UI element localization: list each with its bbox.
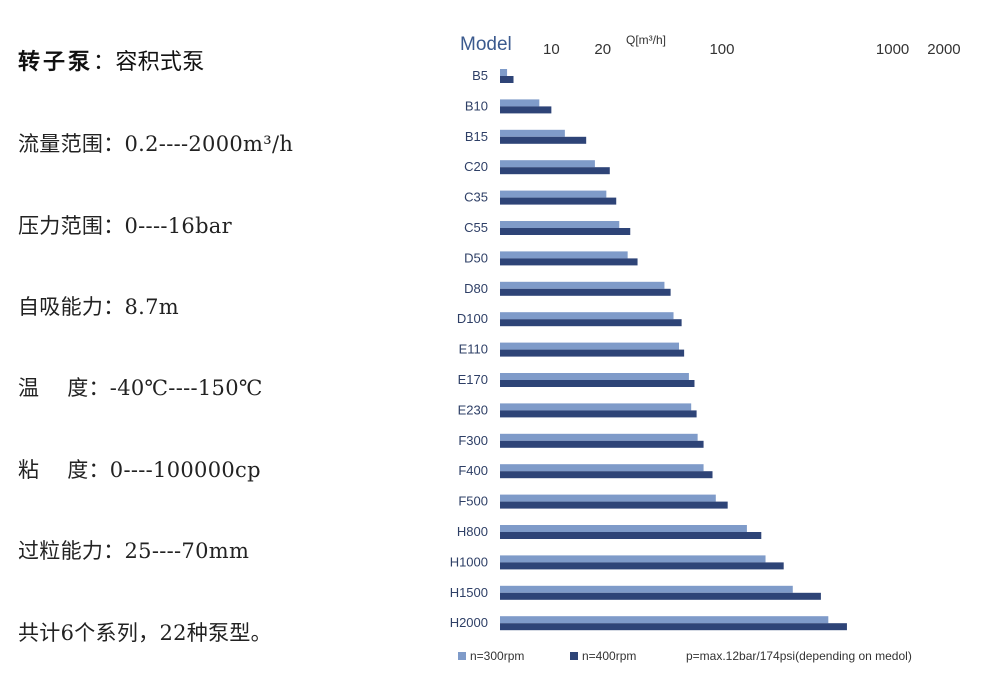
bar-H800-300rpm xyxy=(500,525,747,532)
bar-E230-300rpm xyxy=(500,403,692,411)
bar-B15-400rpm xyxy=(500,136,587,144)
spec-temperature: 温 度：-40℃----150℃ xyxy=(18,376,263,400)
bar-C35-400rpm xyxy=(500,197,617,205)
bar-D100-300rpm xyxy=(500,312,674,320)
legend-label-400rpm: n=400rpm xyxy=(582,649,636,663)
x-axis-title: Q[m³/h] xyxy=(626,33,666,47)
category-label: C35 xyxy=(464,190,488,205)
bar-H2000-300rpm xyxy=(500,616,829,624)
bar-B5-400rpm xyxy=(500,76,514,83)
category-label: B10 xyxy=(465,98,488,113)
category-label: B15 xyxy=(465,129,488,144)
legend-swatch-400rpm xyxy=(570,652,578,660)
category-label: H800 xyxy=(457,524,488,539)
category-label: H2000 xyxy=(450,615,488,630)
category-label: H1500 xyxy=(450,585,488,600)
bar-C55-400rpm xyxy=(500,228,631,235)
spec-flow-range: 流量范围：0.2----2000m³/h xyxy=(18,132,294,156)
bar-B15-300rpm xyxy=(500,129,565,137)
bar-F300-300rpm xyxy=(500,433,698,441)
bar-H1000-400rpm xyxy=(500,562,784,570)
bar-H800-400rpm xyxy=(500,532,762,539)
category-label: F500 xyxy=(458,494,488,509)
category-label: F400 xyxy=(458,463,488,478)
legend-swatch-300rpm xyxy=(458,652,466,660)
bar-F500-400rpm xyxy=(500,501,728,509)
x-tick-label: 1000 xyxy=(876,41,909,58)
bar-E170-300rpm xyxy=(500,373,689,380)
category-label: H1000 xyxy=(450,554,488,569)
bar-C35-300rpm xyxy=(500,190,607,198)
x-tick-label: 10 xyxy=(543,41,560,58)
legend-label-300rpm: n=300rpm xyxy=(470,649,524,663)
bar-E110-300rpm xyxy=(500,342,680,350)
x-tick-label: 2000 xyxy=(927,41,960,58)
bar-F400-400rpm xyxy=(500,471,713,479)
bar-H1500-300rpm xyxy=(500,585,793,593)
bar-B10-400rpm xyxy=(500,106,552,114)
category-label: E170 xyxy=(458,372,488,387)
bar-E110-400rpm xyxy=(500,349,685,357)
spec-particle: 过粒能力：25----70mm xyxy=(18,539,250,563)
bar-H1500-400rpm xyxy=(500,592,821,600)
legend: n=300rpm n=400rpm p=max.12bar/174psi(dep… xyxy=(458,649,912,663)
spec-title-rest: 容积式泵 xyxy=(115,50,205,75)
bar-D50-400rpm xyxy=(500,258,638,266)
category-label: D100 xyxy=(457,311,488,326)
bar-F300-400rpm xyxy=(500,440,704,448)
bar-C20-300rpm xyxy=(500,160,595,168)
category-label: E230 xyxy=(458,402,488,417)
spec-viscosity: 粘 度：0----100000cp xyxy=(18,458,261,482)
pressure-note: p=max.12bar/174psi(depending on medol) xyxy=(686,649,912,663)
category-label: D80 xyxy=(464,281,488,296)
bar-B5-300rpm xyxy=(500,69,508,76)
spec-summary: 共计6个系列，22种泵型。 xyxy=(18,621,272,645)
category-label: E110 xyxy=(459,342,488,357)
bar-D100-400rpm xyxy=(500,319,682,327)
bar-H1000-300rpm xyxy=(500,555,766,563)
category-label: C20 xyxy=(464,159,488,174)
spec-pressure-range: 压力范围：0----16bar xyxy=(18,214,232,238)
x-tick-label: 100 xyxy=(709,41,734,58)
bar-C20-400rpm xyxy=(500,167,610,175)
category-label: C55 xyxy=(464,220,488,235)
bar-H2000-400rpm xyxy=(500,623,847,631)
bar-D80-400rpm xyxy=(500,288,671,296)
category-label: D50 xyxy=(464,250,488,265)
flow-chart: Model Q[m³/h] 10 20 100 1000 2000 B5 B10 B15 C2… xyxy=(450,33,961,663)
bar-D50-300rpm xyxy=(500,251,628,259)
y-axis-title: Model xyxy=(460,34,512,55)
bar-C55-300rpm xyxy=(500,221,620,228)
bar-E230-400rpm xyxy=(500,410,697,418)
bar-B10-300rpm xyxy=(500,99,540,107)
bar-D80-300rpm xyxy=(500,281,665,289)
spec-self-priming: 自吸能力：8.7m xyxy=(18,295,180,319)
category-label: B5 xyxy=(472,68,488,83)
spec-title-sep: ： xyxy=(93,50,116,75)
category-label: F300 xyxy=(458,433,488,448)
x-tick-label: 20 xyxy=(594,41,611,58)
spec-panel: 转子泵：容积式泵 流量范围：0.2----2000m³/h 压力范围：0----… xyxy=(0,0,440,690)
bar-F400-300rpm xyxy=(500,464,704,472)
bar-E170-400rpm xyxy=(500,380,695,387)
spec-title-bold: 转子泵 xyxy=(18,50,94,75)
spec-title: 转子泵：容积式泵 xyxy=(18,44,205,76)
bar-F500-300rpm xyxy=(500,494,716,502)
